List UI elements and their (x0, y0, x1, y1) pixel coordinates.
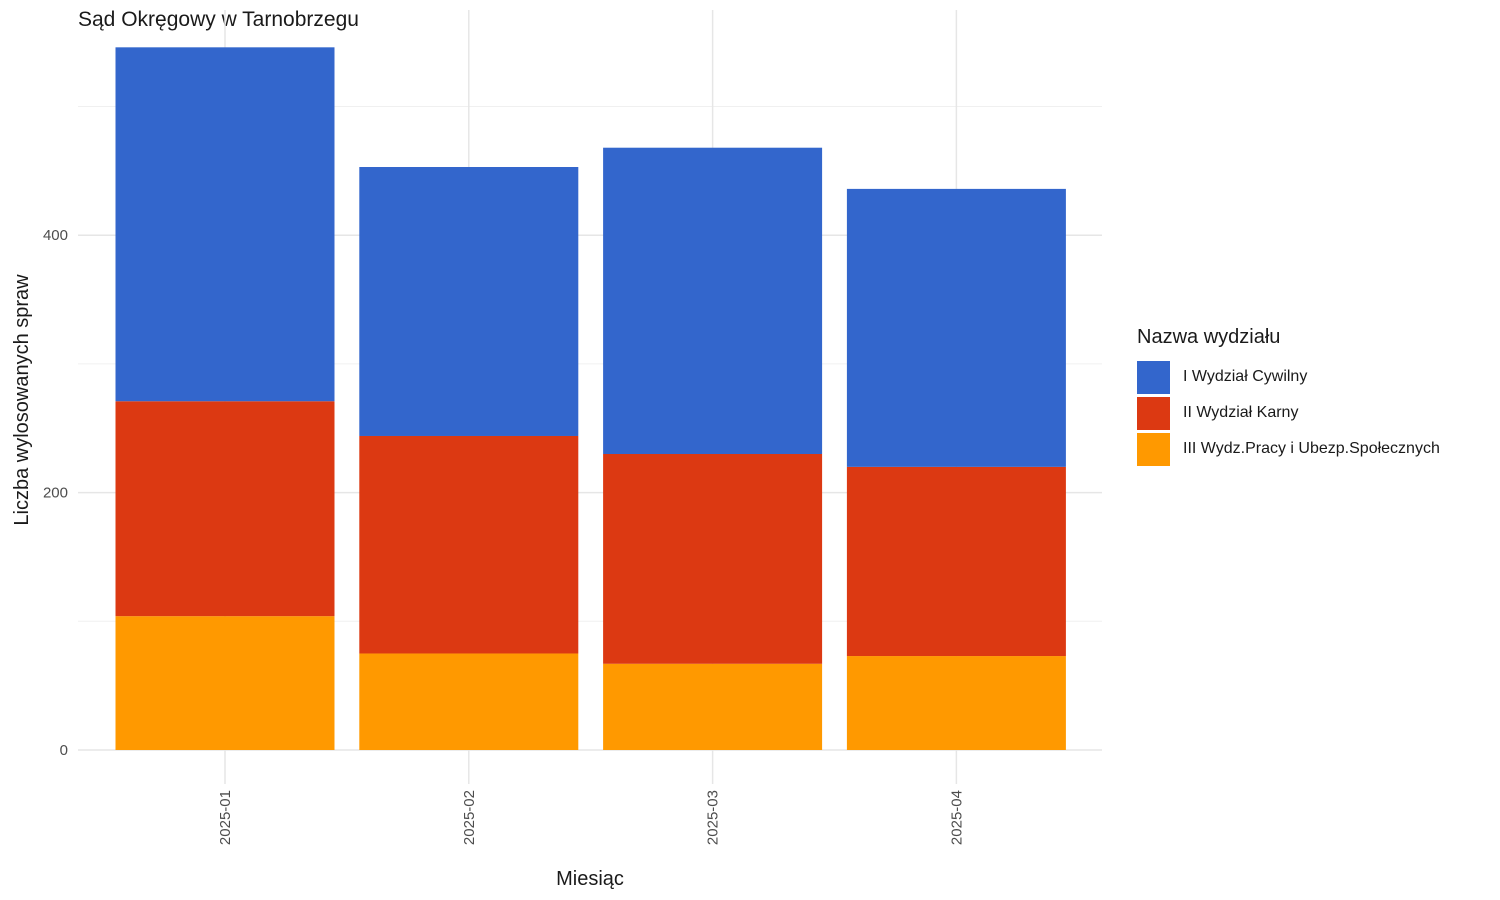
bar-2025-03-series-0 (603, 663, 823, 750)
y-tick-label: 0 (60, 742, 68, 759)
bar-2025-01-series-2 (115, 47, 335, 402)
legend-label-karny: II Wydział Karny (1183, 404, 1299, 421)
y-axis-label: Liczba wylosowanych spraw (11, 274, 33, 526)
legend: Nazwa wydziału I Wydział Cywilny II Wydz… (1137, 326, 1440, 467)
x-tick-label: 2025-03 (705, 790, 722, 845)
y-tick-label: 400 (43, 227, 68, 244)
bar-2025-01-series-1 (115, 401, 335, 617)
legend-swatch-cywilny (1137, 360, 1170, 394)
bar-2025-02-series-0 (359, 653, 579, 750)
chart-title: Sąd Okręgowy w Tarnobrzegu (78, 8, 359, 31)
bar-2025-03-series-2 (603, 147, 823, 454)
y-tick-label: 200 (43, 485, 68, 502)
legend-label-cywilny: I Wydział Cywilny (1183, 368, 1308, 385)
bar-2025-02-series-1 (359, 435, 579, 654)
legend-title: Nazwa wydziału (1137, 326, 1281, 348)
x-tick-label: 2025-02 (461, 790, 478, 845)
legend-item-pracy: III Wydz.Pracy i Ubezp.Społecznych (1137, 431, 1440, 467)
legend-item-cywilny: I Wydział Cywilny (1137, 359, 1440, 395)
legend-item-karny: II Wydział Karny (1137, 395, 1440, 431)
x-tick-label: 2025-01 (217, 790, 234, 845)
bar-2025-02-series-2 (359, 167, 579, 436)
legend-label-pracy: III Wydz.Pracy i Ubezp.Społecznych (1183, 440, 1440, 457)
bar-2025-03-series-1 (603, 454, 823, 664)
bar-2025-04-series-1 (846, 466, 1066, 657)
legend-swatch-pracy (1137, 432, 1170, 466)
x-tick-label: 2025-04 (948, 790, 965, 845)
legend-swatch-karny (1137, 396, 1170, 430)
x-axis-label: Miesiąc (556, 868, 624, 890)
bar-2025-04-series-2 (846, 188, 1066, 467)
bar-2025-01-series-0 (115, 616, 335, 750)
bar-2025-04-series-0 (846, 656, 1066, 750)
